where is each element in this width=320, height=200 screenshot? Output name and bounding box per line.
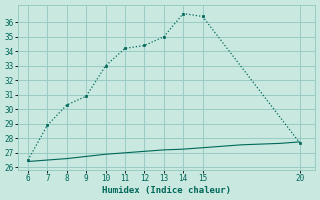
X-axis label: Humidex (Indice chaleur): Humidex (Indice chaleur)	[102, 186, 231, 195]
